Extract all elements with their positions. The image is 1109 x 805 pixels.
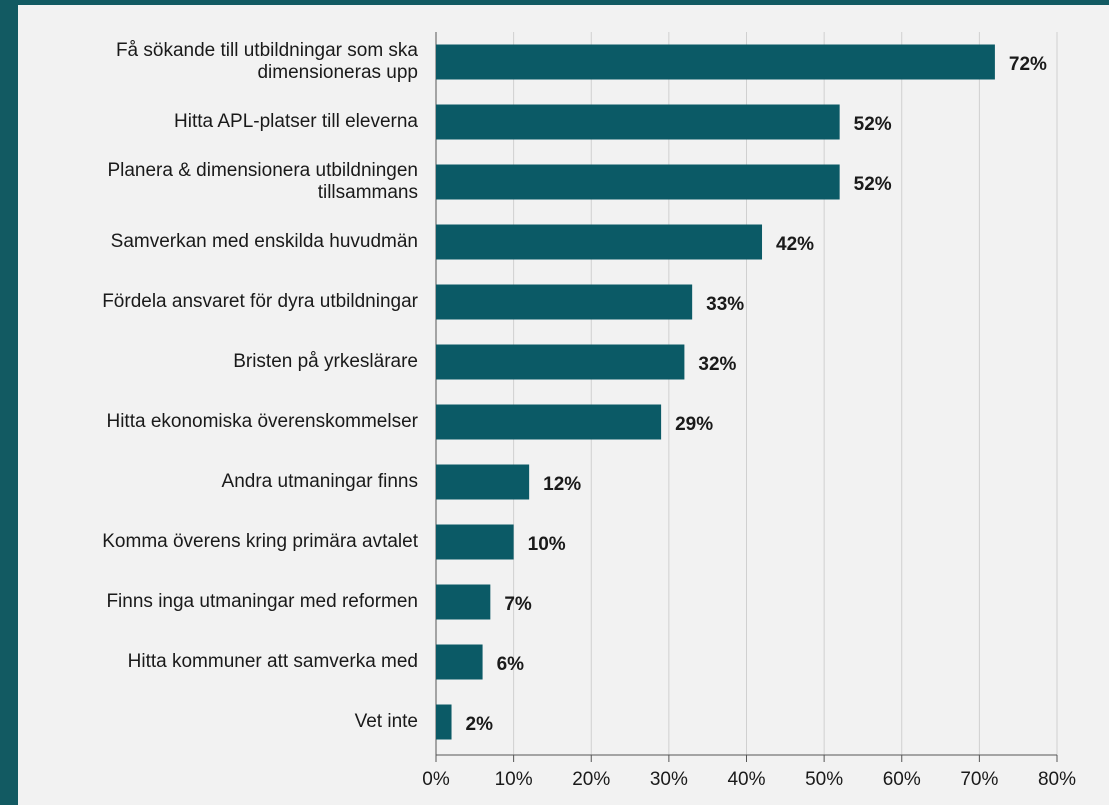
bar: [436, 704, 452, 740]
value-label: 10%: [527, 534, 566, 555]
category-label: Bristen på yrkeslärare: [233, 351, 418, 372]
x-tick-label: 40%: [727, 769, 766, 790]
bar: [436, 524, 514, 560]
bar: [436, 644, 483, 680]
value-label: 2%: [465, 714, 493, 735]
x-tick-label: 20%: [572, 769, 611, 790]
category-label: Hitta APL-platser till eleverna: [174, 111, 418, 132]
category-label: Samverkan med enskilda huvudmän: [110, 231, 418, 252]
value-label: 32%: [698, 354, 737, 375]
x-tick-label: 60%: [882, 769, 921, 790]
x-tick-label: 50%: [805, 769, 844, 790]
bar: [436, 164, 840, 200]
bar: [436, 44, 995, 80]
category-label: Komma överens kring primära avtalet: [102, 531, 418, 552]
bar: [436, 464, 530, 500]
category-label: Fördela ansvaret för dyra utbildningar: [102, 291, 418, 312]
x-tick-label: 0%: [422, 769, 450, 790]
category-label: Hitta kommuner att samverka med: [127, 651, 418, 672]
bar: [436, 404, 662, 440]
value-label: 12%: [543, 474, 582, 495]
bar: [436, 584, 491, 620]
bar: [436, 224, 763, 260]
value-label: 52%: [853, 174, 892, 195]
value-label: 6%: [496, 654, 525, 675]
category-label: Finns inga utmaningar med reformen: [106, 591, 418, 612]
x-tick-label: 30%: [649, 769, 688, 790]
category-label: Planera & dimensionera utbildningen till…: [107, 160, 418, 203]
category-label: Andra utmaningar finns: [221, 471, 418, 492]
x-tick-label: 70%: [960, 769, 999, 790]
bar: [436, 104, 840, 140]
category-label: Vet inte: [354, 711, 418, 732]
value-label: 29%: [675, 414, 714, 435]
x-tick-label: 80%: [1037, 769, 1077, 790]
category-label: Hitta ekonomiska överenskommelser: [106, 411, 418, 432]
x-tick-label: 10%: [494, 769, 533, 790]
value-label: 33%: [706, 294, 745, 315]
value-label: 72%: [1008, 54, 1047, 75]
value-label: 42%: [776, 234, 815, 255]
value-label: 52%: [853, 114, 892, 135]
value-label: 7%: [504, 594, 532, 615]
category-label: Få sökande till utbildningar som ska dim…: [115, 40, 418, 83]
bar: [436, 284, 693, 320]
bar: [436, 344, 685, 380]
